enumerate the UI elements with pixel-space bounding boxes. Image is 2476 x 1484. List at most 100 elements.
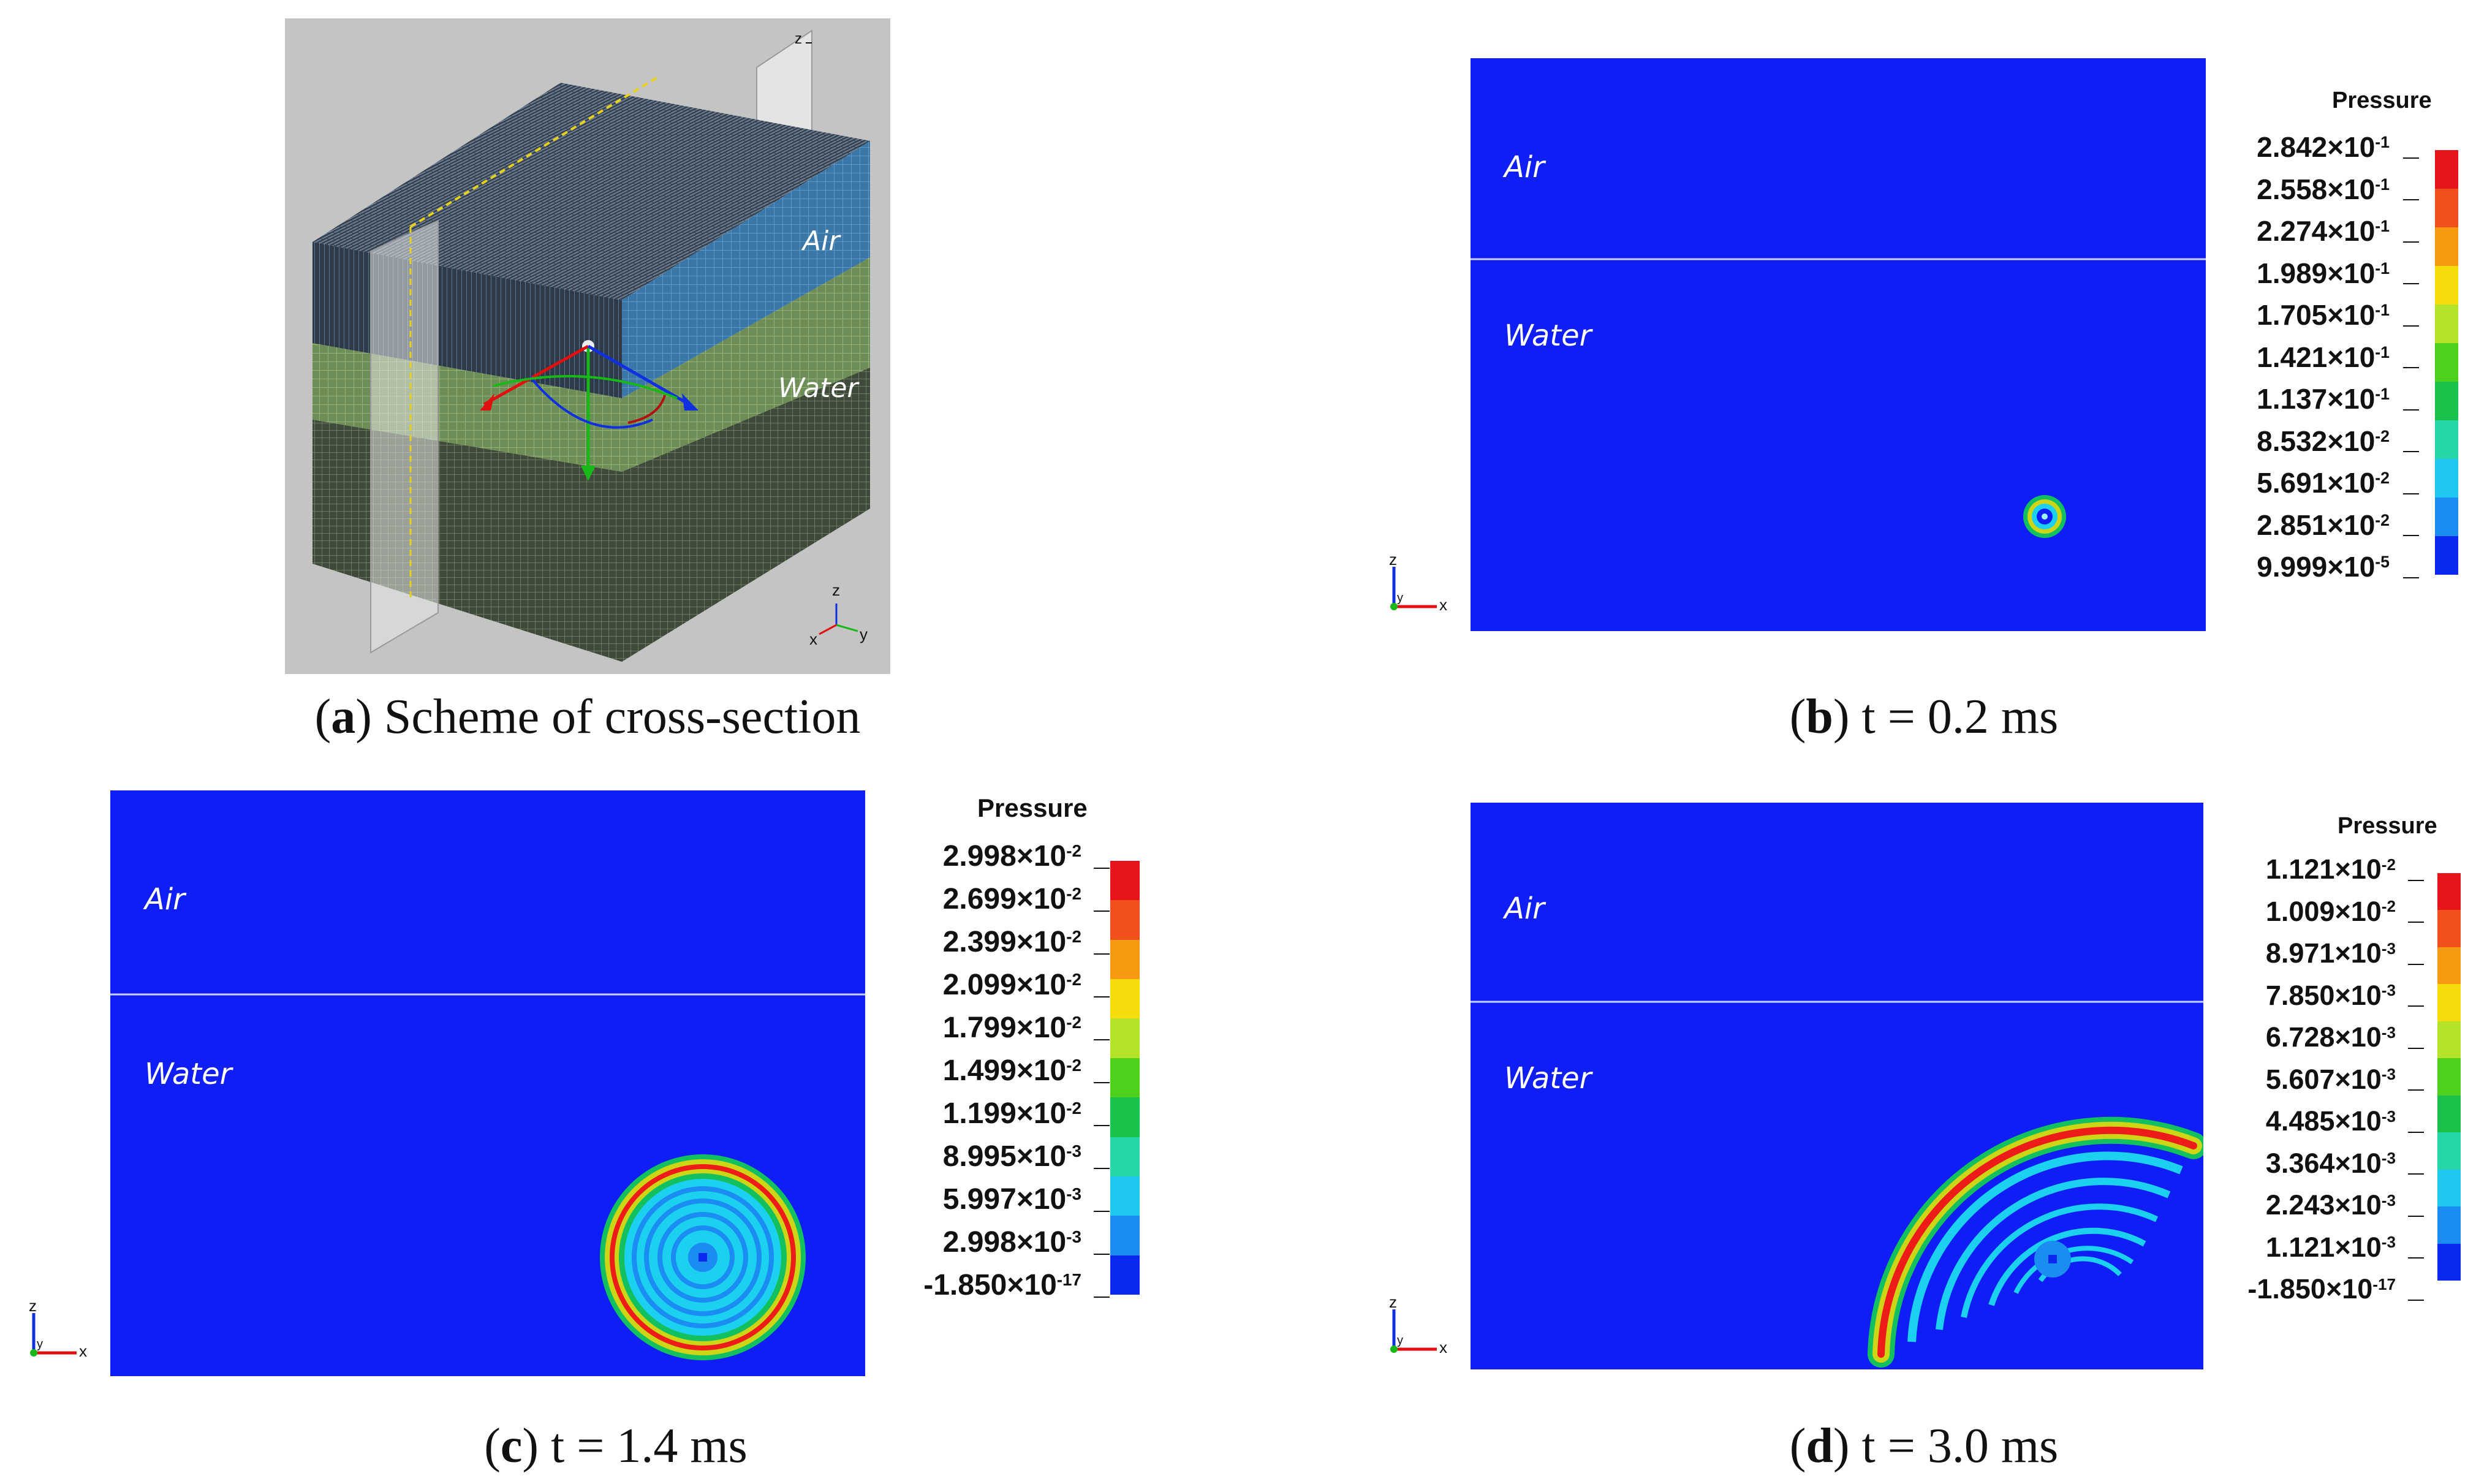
- legend-tick-exponent: -1: [2375, 133, 2390, 152]
- legend-tick-exponent: -1: [2375, 259, 2390, 278]
- panel-c-x-label: x: [79, 1342, 87, 1360]
- legend-tick-label: 3.364×10-3: [2266, 1148, 2396, 1179]
- panel-c-water-label: Water: [145, 1057, 232, 1091]
- legend-tick-mantissa: 1.421: [2257, 341, 2328, 373]
- legend-tick-times: ×10: [1016, 969, 1067, 1001]
- caption-d-letter: d: [1806, 1419, 1833, 1473]
- legend-tick-mantissa: 6.728: [2265, 1021, 2335, 1053]
- colorbar-band: [1110, 1216, 1140, 1255]
- legend-tick-mark: [1094, 1296, 1110, 1298]
- legend-tick-label: 4.485×10-3: [2266, 1105, 2396, 1137]
- legend-tick-exponent: -17: [1056, 1270, 1081, 1289]
- panel-a-z-axis-label: z: [832, 581, 840, 599]
- legend-tick-mantissa: 5.997: [942, 1183, 1017, 1216]
- legend-tick-mark: [2403, 157, 2419, 159]
- legend-tick-label: 1.199×10-2: [943, 1097, 1081, 1130]
- colorbar-band: [1110, 1018, 1140, 1058]
- colorbar-band: [2435, 459, 2458, 498]
- caption-d-text: t = 3.0 ms: [1849, 1419, 2059, 1473]
- legend-tick-mark: [2403, 283, 2419, 285]
- legend-tick-exponent: -3: [2381, 1233, 2396, 1252]
- legend-tick-mark: [2403, 367, 2419, 369]
- legend-tick-mantissa: 1.009: [2265, 895, 2335, 927]
- legend-tick-mantissa: 3.364: [2265, 1147, 2335, 1179]
- legend-tick-mantissa: 2.399: [942, 926, 1017, 958]
- panel-d: Air Water: [1471, 803, 2203, 1369]
- legend-tick-label: 1.705×10-1: [2257, 298, 2390, 331]
- panel-c-air-label: Air: [145, 882, 185, 917]
- legend-tick-exponent: -17: [2372, 1274, 2396, 1293]
- colorbar-band: [2437, 1021, 2461, 1059]
- legend-tick-exponent: -3: [1066, 1227, 1081, 1246]
- legend-tick-label: 8.532×10-2: [2257, 425, 2390, 458]
- caption-c: (c) t = 1.4 ms: [484, 1419, 748, 1473]
- legend-tick-mantissa: 1.137: [2257, 383, 2328, 415]
- panel-a-air-label: Air: [803, 225, 840, 257]
- panel-d-x-label: x: [1439, 1338, 1447, 1357]
- legend-tick-mark: [2403, 535, 2419, 537]
- colorbar-band: [2437, 1058, 2461, 1096]
- legend-tick-times: ×10: [2327, 131, 2376, 163]
- legend-tick-exponent: -3: [1066, 1184, 1081, 1203]
- legend-tick-label: 2.243×10-3: [2266, 1189, 2396, 1221]
- legend-tick-exponent: -1: [2375, 385, 2390, 404]
- legend-tick-mantissa: 1.989: [2257, 257, 2328, 289]
- legend-tick-mantissa: 9.999: [2257, 551, 2328, 583]
- caption-b-letter: b: [1806, 690, 1833, 744]
- panel-b-z-label: z: [1389, 551, 1397, 569]
- legend-tick-mark: [1094, 1039, 1110, 1040]
- panel-c-axis-triad: z x y: [29, 1298, 87, 1360]
- colorbar-band: [2437, 947, 2461, 985]
- legend-tick-times: ×10: [1016, 883, 1067, 915]
- legend-tick-mark: [2408, 1173, 2424, 1175]
- caption-a: (a) Scheme of cross-section: [314, 690, 861, 744]
- caption-c-text: t = 1.4 ms: [539, 1419, 748, 1473]
- legend-tick-exponent: -5: [2375, 553, 2390, 572]
- legend-tick-exponent: -3: [2381, 1023, 2396, 1042]
- legend-tick-mark: [2403, 325, 2419, 327]
- colorbar-band: [2435, 189, 2458, 227]
- panel-c-z-label: z: [29, 1298, 37, 1315]
- panel-b-pressure-field: [1471, 58, 2206, 631]
- legend-tick-label: 2.399×10-2: [943, 925, 1081, 959]
- legend-tick-mantissa: 4.485: [2265, 1105, 2335, 1137]
- legend-tick-label: 8.971×10-3: [2266, 937, 2396, 969]
- colorbar-band: [2437, 1095, 2461, 1133]
- panel-d-water-label: Water: [1504, 1061, 1592, 1096]
- legend-tick-times: ×10: [2334, 937, 2382, 969]
- colorbar-band: [2435, 343, 2458, 382]
- legend-tick-times: ×10: [1016, 1226, 1067, 1259]
- legend-tick-times: ×10: [2327, 341, 2376, 373]
- legend-tick-exponent: -2: [1066, 1098, 1081, 1118]
- legend-tick-exponent: -3: [2381, 1107, 2396, 1126]
- legend-tick-mark: [1094, 1210, 1110, 1212]
- legend-tick-label: 1.799×10-2: [943, 1011, 1081, 1045]
- legend-tick-mantissa: 1.705: [2257, 299, 2328, 331]
- panel-a-y-axis-label: y: [860, 625, 868, 643]
- legend-tick-times: ×10: [1016, 1140, 1067, 1173]
- panel-b-y-label: y: [1397, 591, 1403, 605]
- panel-a: Air Water z y x z: [285, 18, 890, 674]
- legend-tick-exponent: -1: [2375, 301, 2390, 320]
- legend-tick-mark: [2408, 1215, 2424, 1217]
- legend-tick-mantissa: 8.995: [942, 1140, 1017, 1173]
- panel-b-air-label: Air: [1504, 150, 1545, 184]
- legend-tick-mantissa: 8.971: [2265, 937, 2335, 969]
- legend-tick-mantissa: 2.851: [2257, 509, 2328, 541]
- legend-tick-label: 1.421×10-1: [2257, 341, 2390, 374]
- legend-tick-exponent: -2: [2375, 510, 2390, 529]
- legend-tick-mark: [2403, 241, 2419, 243]
- panel-b: Air Water: [1471, 58, 2206, 631]
- panel-c: Air Water: [110, 790, 865, 1376]
- legend-tick-mantissa: 2.243: [2265, 1189, 2335, 1221]
- legend-tick-mark: [1094, 867, 1110, 869]
- panel-d-y-label: y: [1397, 1334, 1403, 1347]
- legend-tick-times: ×10: [2334, 1231, 2382, 1263]
- colorbar-band: [1110, 1255, 1140, 1295]
- legend-tick-mantissa: 2.998: [942, 1226, 1017, 1259]
- legend-tick-exponent: -3: [1066, 1141, 1081, 1160]
- colorbar-band: [2437, 873, 2461, 910]
- colorbar-band: [2435, 420, 2458, 459]
- legend-tick-times: ×10: [2334, 854, 2382, 885]
- legend-tick-label: -1.850×10-17: [2247, 1273, 2396, 1305]
